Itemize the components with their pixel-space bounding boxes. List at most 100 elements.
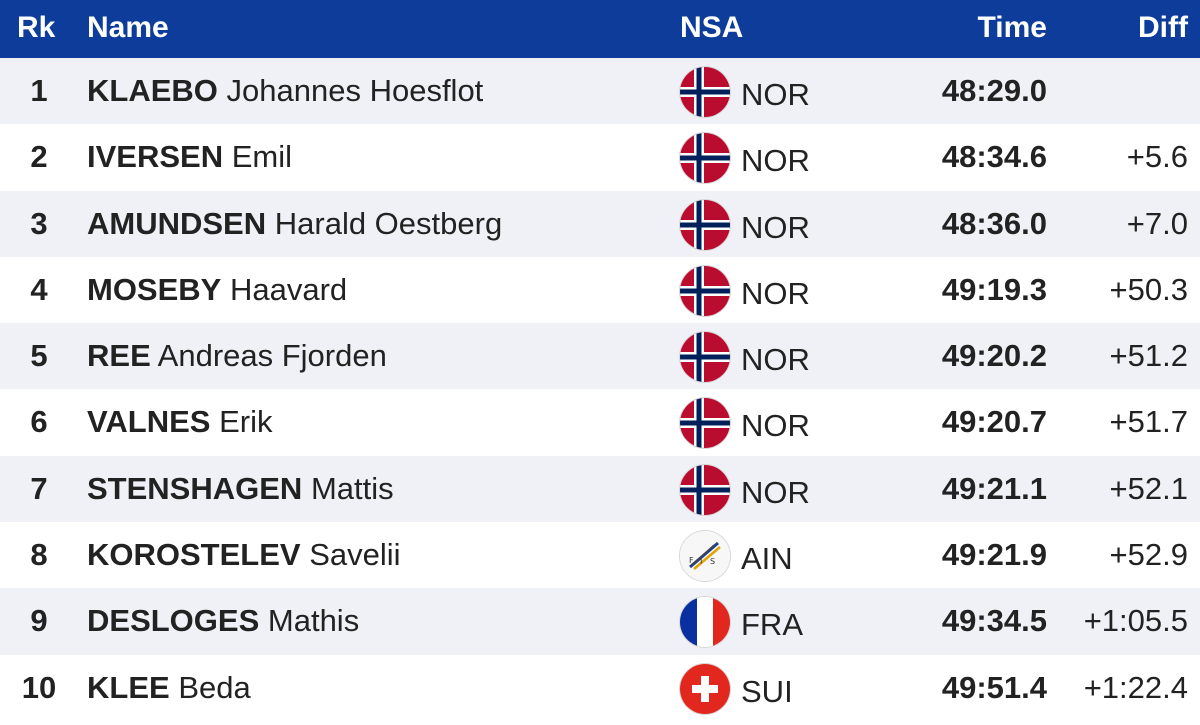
svg-text:I: I xyxy=(700,557,702,566)
nsa-code: FRA xyxy=(741,607,803,643)
norway-flag-icon xyxy=(680,67,730,117)
rank-cell: 1 xyxy=(30,73,48,108)
table-body: 1 KLAEBO Johannes Hoesflot NOR 48:29.0 2… xyxy=(0,58,1200,721)
athlete-given-name: Mattis xyxy=(310,470,394,506)
diff-cell: +5.6 xyxy=(1126,139,1188,175)
athlete-surname: REE xyxy=(87,338,151,374)
norway-flag-icon xyxy=(680,199,730,250)
athlete-name[interactable]: IVERSEN Emil xyxy=(87,138,292,176)
athlete-name[interactable]: MOSEBY Haavard xyxy=(87,271,347,309)
time-cell: 49:34.5 xyxy=(941,603,1047,639)
athlete-given-name: Mathis xyxy=(267,603,360,639)
athlete-name[interactable]: AMUNDSEN Harald Oestberg xyxy=(87,205,502,243)
athlete-name[interactable]: KOROSTELEV Savelii xyxy=(87,536,401,574)
nsa-code: NOR xyxy=(741,342,810,378)
rank-cell: 4 xyxy=(30,271,48,307)
header-rank[interactable]: Rk xyxy=(17,11,56,44)
rank-cell: 2 xyxy=(30,139,48,175)
athlete-surname: KOROSTELEV xyxy=(87,537,301,573)
athlete-given-name: Beda xyxy=(178,669,251,705)
athlete-surname: DESLOGES xyxy=(87,603,260,639)
table-row[interactable]: 7 STENSHAGEN Mattis NOR 49:21.1 +52.1 xyxy=(0,455,1200,523)
header-diff[interactable]: Diff xyxy=(1138,11,1188,44)
athlete-given-name: Haavard xyxy=(229,271,348,307)
table-header: Rk Name NSA Time Diff xyxy=(0,0,1200,58)
rank-cell: 5 xyxy=(30,338,48,374)
athlete-name[interactable]: KLAEBO Johannes Hoesflot xyxy=(87,72,483,110)
athlete-given-name: Harald Oestberg xyxy=(274,205,503,241)
nsa-code: NOR xyxy=(741,77,810,112)
nsa-code: NOR xyxy=(741,143,810,179)
table-row[interactable]: 1 KLAEBO Johannes Hoesflot NOR 48:29.0 xyxy=(0,58,1200,125)
diff-cell: +7.0 xyxy=(1126,205,1188,241)
athlete-name[interactable]: REE Andreas Fjorden xyxy=(87,337,387,375)
athlete-given-name: Savelii xyxy=(309,537,401,573)
athlete-surname: KLEE xyxy=(87,669,170,705)
athlete-name[interactable]: STENSHAGEN Mattis xyxy=(87,470,394,508)
time-cell: 49:51.4 xyxy=(941,669,1047,705)
athlete-given-name: Johannes Hoesflot xyxy=(226,73,484,108)
nsa-code: NOR xyxy=(741,209,810,245)
france-flag-icon xyxy=(680,597,730,648)
athlete-surname: KLAEBO xyxy=(87,73,218,108)
athlete-given-name: Andreas Fjorden xyxy=(157,338,387,374)
diff-cell: +52.9 xyxy=(1109,537,1188,573)
time-cell: 49:19.3 xyxy=(941,271,1047,307)
athlete-surname: STENSHAGEN xyxy=(87,470,303,506)
switzerland-flag-icon xyxy=(680,663,730,714)
rank-cell: 7 xyxy=(30,470,48,506)
athlete-name[interactable]: KLEE Beda xyxy=(87,669,251,707)
table-row[interactable]: 2 IVERSEN Emil NOR 48:34.6 +5.6 xyxy=(0,124,1200,191)
table-row[interactable]: 6 VALNES Erik NOR 49:20.7 +51.7 xyxy=(0,389,1200,456)
table-row[interactable]: 9 DESLOGES Mathis FRA 49:34.5 +1:05.5 xyxy=(0,588,1200,655)
table-row[interactable]: 4 MOSEBY Haavard NOR 49:19.3 +50.3 xyxy=(0,256,1200,324)
athlete-given-name: Emil xyxy=(231,139,293,175)
athlete-surname: MOSEBY xyxy=(87,271,222,307)
nsa-code: NOR xyxy=(741,408,810,444)
rank-cell: 9 xyxy=(30,603,48,639)
table-row[interactable]: 3 AMUNDSEN Harald Oestberg NOR 48:36.0 +… xyxy=(0,190,1200,257)
time-cell: 48:34.6 xyxy=(941,139,1047,175)
athlete-name[interactable]: VALNES Erik xyxy=(87,403,272,441)
norway-flag-icon xyxy=(680,464,730,515)
norway-flag-icon xyxy=(680,133,730,184)
diff-cell: +50.3 xyxy=(1109,271,1188,307)
diff-cell: +51.7 xyxy=(1109,404,1188,440)
norway-flag-icon xyxy=(680,265,730,316)
athlete-given-name: Erik xyxy=(219,404,273,440)
header-nsa[interactable]: NSA xyxy=(680,11,744,44)
diff-cell: +52.1 xyxy=(1109,470,1188,506)
diff-cell: +1:22.4 xyxy=(1083,669,1188,705)
diff-cell: +51.2 xyxy=(1109,338,1188,374)
nsa-code: AIN xyxy=(741,541,793,577)
nsa-code: NOR xyxy=(741,275,810,311)
norway-flag-icon xyxy=(680,332,730,383)
time-cell: 49:20.2 xyxy=(941,338,1047,374)
svg-text:F: F xyxy=(689,556,694,565)
diff-cell: +1:05.5 xyxy=(1083,603,1188,639)
rank-cell: 3 xyxy=(30,205,48,241)
time-cell: 48:29.0 xyxy=(941,73,1047,108)
header-time[interactable]: Time xyxy=(977,11,1047,44)
table-row[interactable]: 10 KLEE Beda SUI 49:51.4 +1:22.4 xyxy=(0,654,1200,721)
time-cell: 49:21.9 xyxy=(941,537,1047,573)
athlete-surname: AMUNDSEN xyxy=(87,205,267,241)
norway-flag-icon xyxy=(680,398,730,449)
athlete-name[interactable]: DESLOGES Mathis xyxy=(87,602,359,640)
svg-text:S: S xyxy=(710,557,715,566)
rank-cell: 8 xyxy=(30,537,48,573)
rank-cell: 10 xyxy=(21,669,57,705)
athlete-surname: IVERSEN xyxy=(87,139,224,175)
nsa-code: SUI xyxy=(741,673,793,709)
header-name[interactable]: Name xyxy=(87,11,169,44)
time-cell: 48:36.0 xyxy=(941,205,1047,241)
time-cell: 49:21.1 xyxy=(941,470,1047,506)
rank-cell: 6 xyxy=(30,404,48,440)
table-row[interactable]: 5 REE Andreas Fjorden NOR 49:20.2 +51.2 xyxy=(0,323,1200,390)
time-cell: 49:20.7 xyxy=(941,404,1047,440)
nsa-code: NOR xyxy=(741,474,810,510)
athlete-surname: VALNES xyxy=(87,404,211,440)
